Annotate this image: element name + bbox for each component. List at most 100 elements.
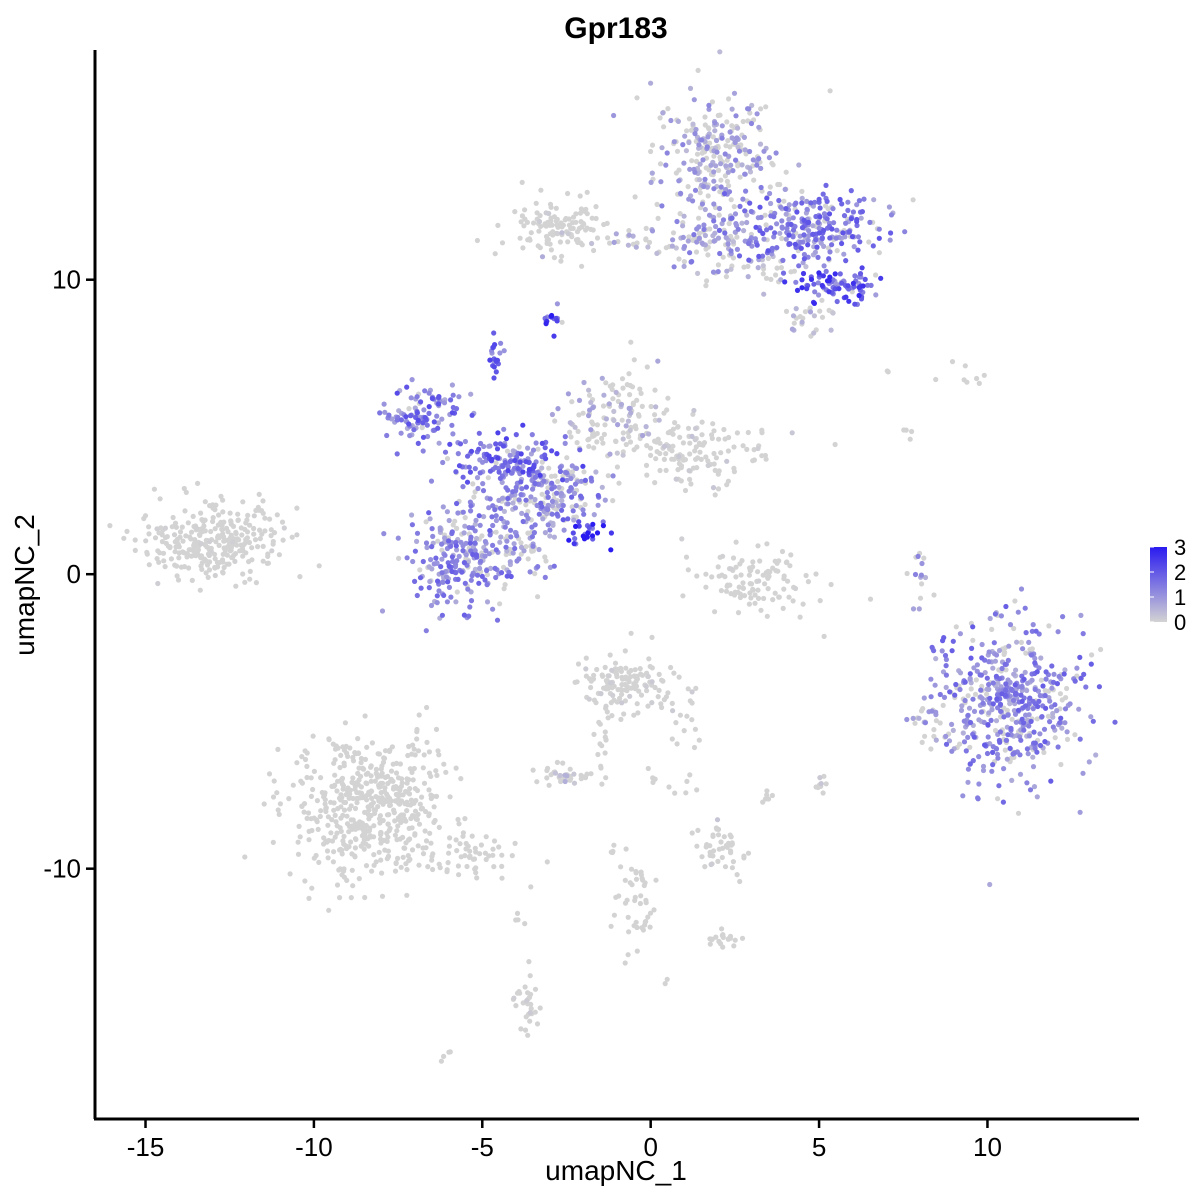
data-point [557, 464, 563, 470]
data-point [480, 481, 486, 487]
data-point [666, 784, 672, 790]
data-point [687, 476, 693, 482]
data-point [1022, 605, 1028, 611]
data-point [466, 464, 472, 470]
data-point [584, 771, 590, 777]
data-point [435, 425, 441, 431]
data-point [715, 564, 721, 570]
data-point [228, 519, 234, 525]
data-point [799, 188, 805, 194]
data-point [210, 518, 216, 525]
data-point [1054, 708, 1060, 714]
data-point [257, 527, 263, 533]
data-point [461, 612, 467, 618]
data-point [240, 499, 246, 505]
data-point [409, 751, 415, 757]
data-point [340, 783, 346, 789]
data-point [614, 450, 620, 456]
data-point [551, 333, 557, 339]
data-point [544, 489, 550, 496]
data-point [804, 198, 810, 204]
data-point [558, 778, 564, 785]
data-point [198, 510, 204, 516]
data-point [813, 213, 819, 220]
data-point [986, 686, 992, 693]
data-point [986, 681, 992, 688]
data-point [372, 810, 378, 817]
data-point [734, 135, 740, 141]
data-point [487, 496, 493, 502]
data-point [696, 737, 702, 743]
data-point [502, 524, 508, 530]
data-point [807, 309, 814, 315]
data-point [724, 844, 730, 850]
data-point [475, 485, 481, 492]
data-point [782, 279, 788, 285]
data-point [190, 513, 196, 520]
data-point [839, 201, 845, 207]
data-point [246, 539, 252, 546]
data-point [967, 671, 973, 677]
data-point [404, 384, 410, 390]
data-point [1037, 693, 1043, 699]
data-point [758, 607, 764, 613]
data-point [162, 525, 168, 531]
data-point [632, 894, 638, 901]
data-point [556, 484, 562, 490]
data-point [588, 475, 594, 481]
data-point [184, 554, 190, 560]
data-point [287, 871, 293, 877]
data-point [436, 401, 442, 407]
data-point [677, 712, 684, 718]
data-point [560, 477, 566, 483]
data-point [290, 782, 296, 788]
data-point [619, 376, 626, 382]
data-point [496, 844, 502, 850]
data-point [477, 851, 483, 857]
data-point [980, 700, 986, 706]
data-point [731, 90, 738, 96]
data-point [941, 694, 948, 701]
data-point [381, 401, 387, 407]
data-point [410, 742, 416, 748]
data-point [442, 552, 448, 558]
data-point [723, 235, 729, 241]
data-point [933, 718, 940, 724]
data-point [657, 161, 664, 167]
data-point [867, 219, 873, 225]
data-point [616, 893, 622, 899]
data-point [407, 786, 413, 792]
data-point [921, 555, 927, 561]
data-point [407, 856, 413, 863]
data-point [477, 470, 483, 476]
data-point [760, 253, 766, 259]
data-point [1005, 712, 1011, 718]
data-point [572, 536, 578, 542]
data-point [627, 392, 633, 398]
data-point [446, 563, 452, 569]
x-tick-label: 5 [812, 1132, 826, 1162]
data-point [183, 533, 189, 539]
data-point [711, 153, 717, 159]
data-point [690, 121, 696, 127]
data-point [239, 532, 245, 538]
data-point [668, 117, 674, 124]
data-point [1083, 684, 1089, 690]
data-point [315, 826, 321, 833]
data-point [628, 866, 635, 872]
data-point [618, 716, 624, 723]
data-point [382, 847, 388, 853]
data-point [448, 594, 454, 600]
data-point [552, 473, 558, 479]
data-point [251, 525, 257, 532]
data-point [372, 778, 378, 784]
data-point [1052, 702, 1058, 708]
data-point [943, 741, 950, 747]
data-point [708, 861, 714, 868]
data-point [469, 525, 475, 531]
data-point [497, 475, 503, 481]
data-point [820, 273, 827, 279]
data-point [589, 215, 595, 221]
data-point [566, 537, 572, 543]
